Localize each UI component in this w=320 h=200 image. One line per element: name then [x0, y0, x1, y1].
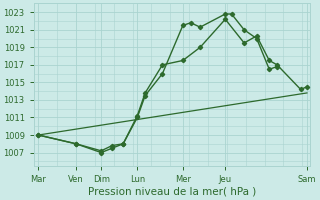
X-axis label: Pression niveau de la mer( hPa ): Pression niveau de la mer( hPa ): [88, 187, 256, 197]
